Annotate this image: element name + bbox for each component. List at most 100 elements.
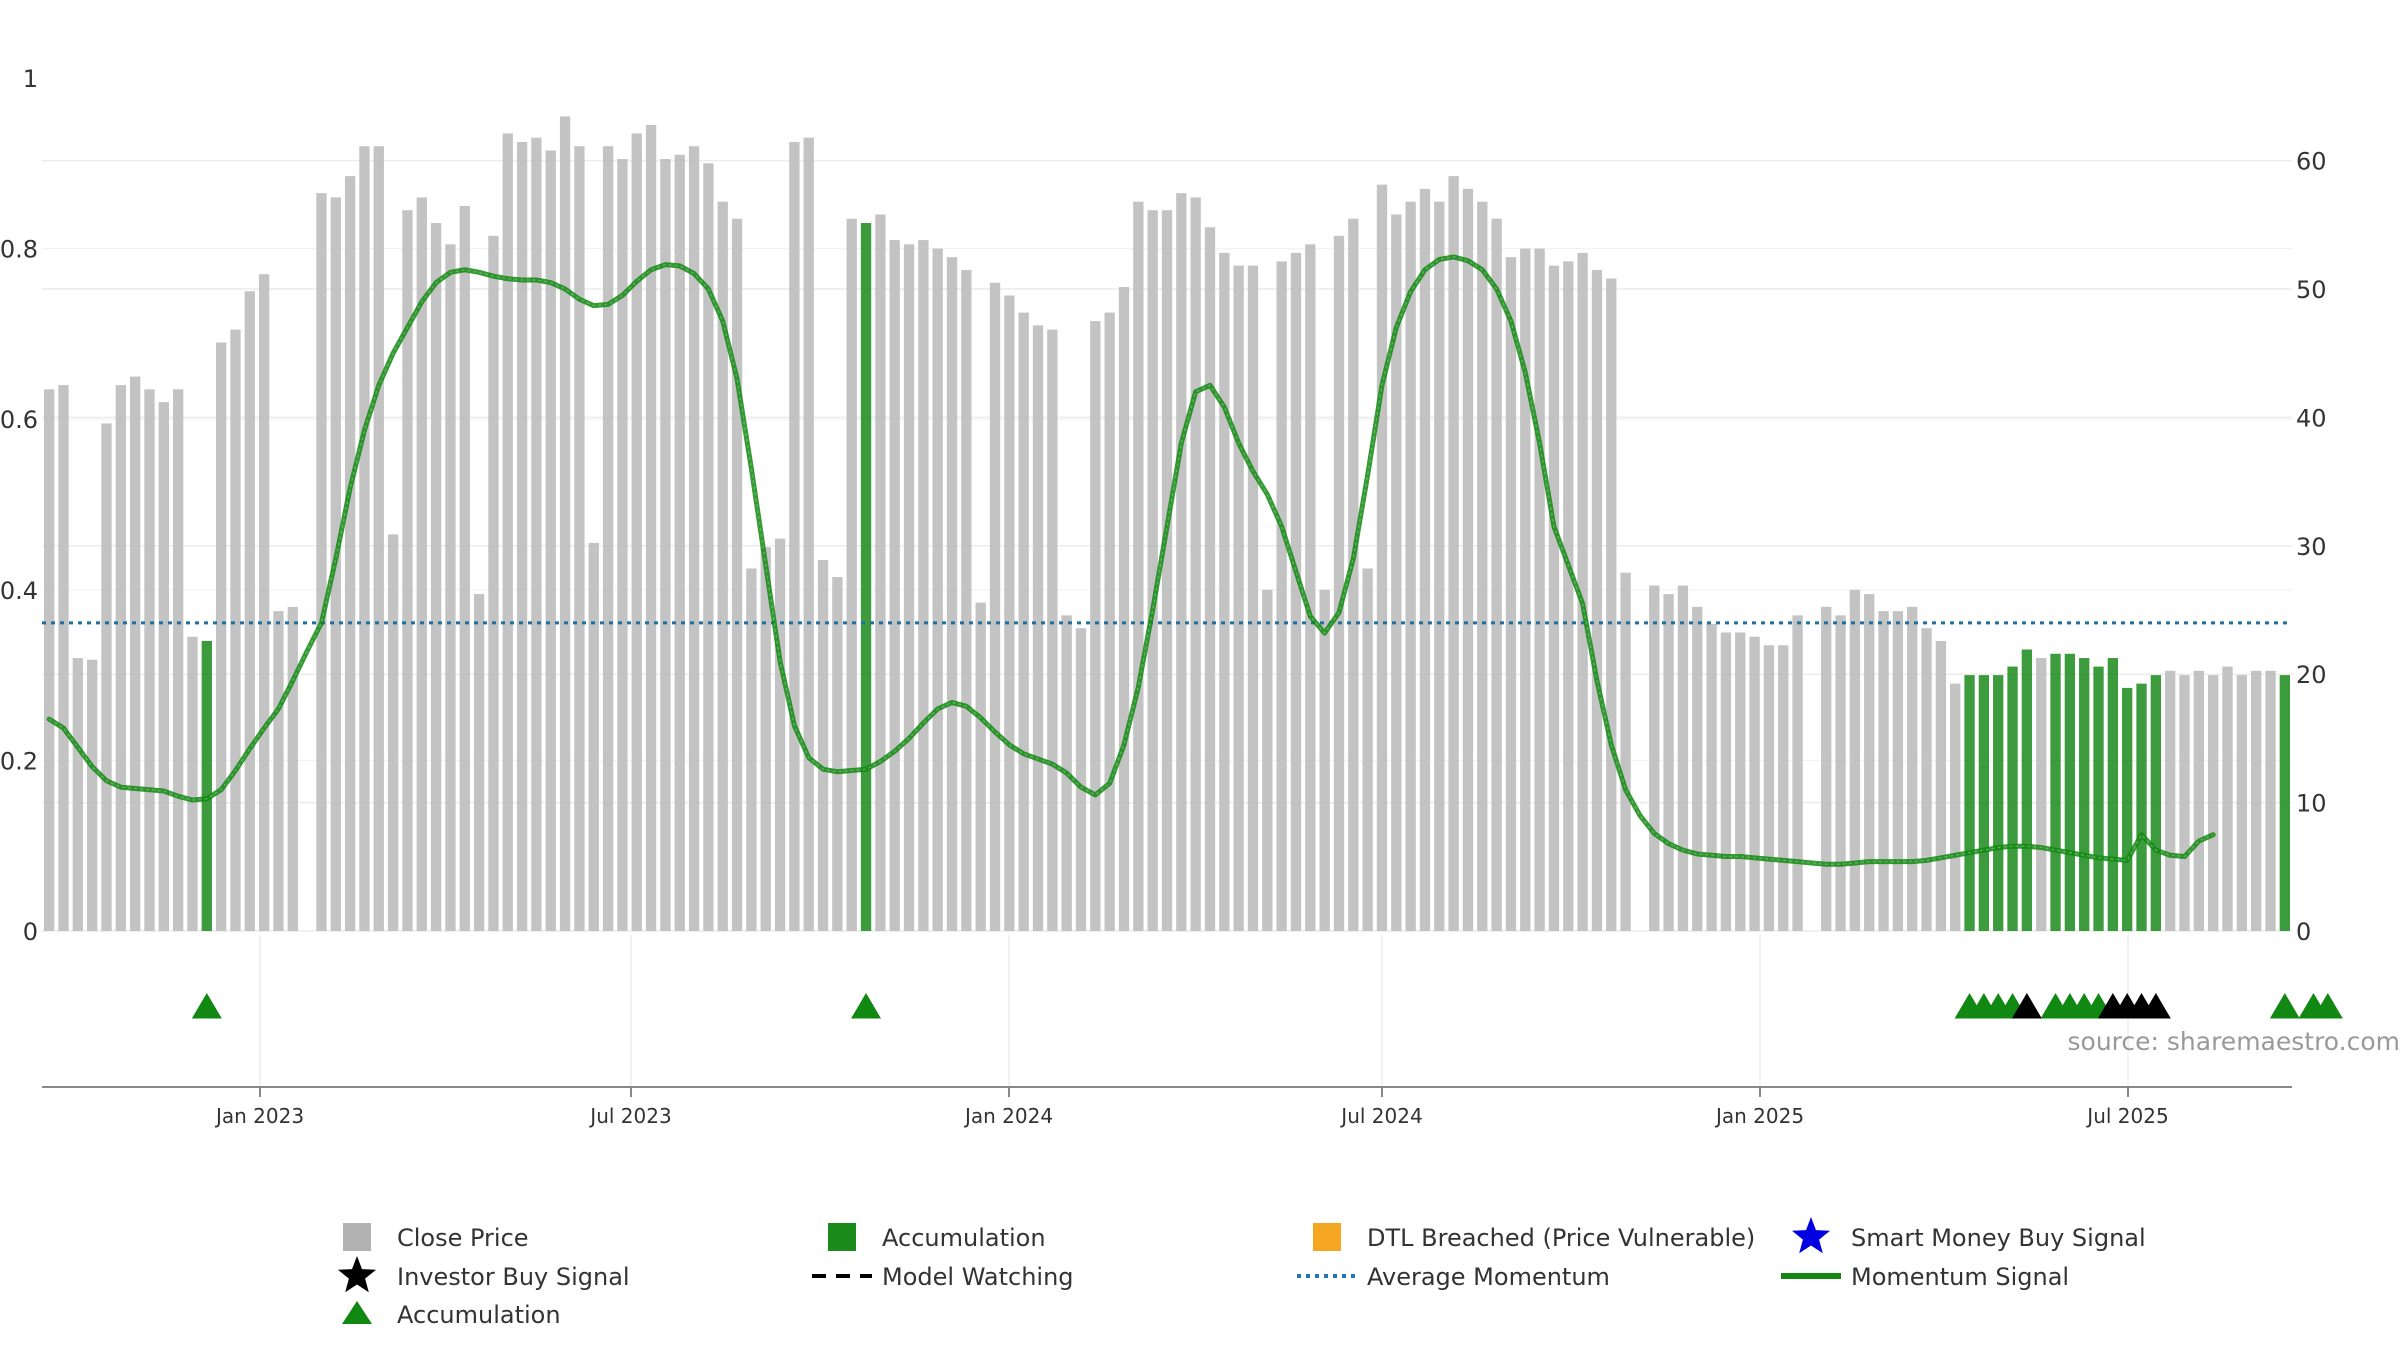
x-tick-label: Jan 2024 (963, 1104, 1053, 1128)
close-price-bar (2222, 666, 2233, 931)
legend-square-icon (828, 1223, 856, 1251)
close-price-bar (2236, 675, 2247, 931)
close-price-bar (473, 594, 485, 931)
close-price-bar (975, 602, 986, 931)
close-price-bar (387, 534, 399, 931)
accumulation-bar (1964, 675, 1975, 931)
left-tick-label: 0.6 (0, 406, 38, 434)
legend-label: Investor Buy Signal (397, 1263, 630, 1291)
close-price-bar (129, 376, 141, 931)
close-price-bar (1864, 594, 1875, 931)
close-price-bar (1448, 176, 1459, 932)
signal-markers (191, 993, 2343, 1019)
close-price-bar (889, 240, 900, 931)
close-price-bar (2208, 675, 2219, 931)
close-price-bar (115, 385, 126, 932)
close-price-bar (2193, 670, 2205, 931)
close-price-bar (903, 244, 915, 931)
close-price-bar (1749, 636, 1760, 931)
legend-star-icon (338, 1256, 376, 1293)
close-price-bar (1190, 197, 1201, 932)
close-price-bar (588, 542, 599, 931)
close-price-bar (1778, 645, 1789, 931)
close-price-bar (803, 137, 814, 931)
close-price-bar (1462, 188, 1474, 931)
accumulation-bar (2279, 675, 2290, 931)
accumulation-bar (2150, 675, 2162, 931)
close-price-bar (1305, 244, 1316, 931)
close-price-bar (1720, 632, 1732, 931)
left-tick-label: 0.8 (0, 236, 38, 264)
right-tick-label: 60 (2296, 148, 2327, 176)
close-price-bar (574, 146, 585, 932)
close-price-bar (1362, 568, 1373, 931)
close-price-bar (1505, 257, 1517, 931)
close-price-bar (789, 141, 800, 932)
close-price-bar (846, 218, 857, 931)
close-price-bar (1376, 184, 1388, 931)
close-price-bar (946, 257, 958, 931)
legend-label: Average Momentum (1367, 1263, 1610, 1291)
close-price-bar (832, 577, 843, 931)
close-price-bar (72, 658, 83, 931)
close-price-bar (918, 240, 929, 931)
accumulation-bar (2050, 653, 2061, 931)
close-price-bar (1319, 589, 1330, 931)
close-price-bar (1333, 235, 1345, 931)
close-price-bar (1821, 606, 1832, 931)
legend-item: Average Momentum (1297, 1263, 1610, 1291)
close-price-bar (961, 269, 972, 931)
close-price-bar (1262, 589, 1273, 931)
close-price-bar (545, 150, 556, 931)
close-price-bar (359, 146, 370, 932)
close-price-bar (1405, 201, 1416, 931)
close-price-bar (1520, 248, 1531, 932)
close-price-bar (559, 116, 571, 931)
legend-item: Smart Money Buy Signal (1792, 1217, 2146, 1254)
close-price-bar (1219, 252, 1230, 932)
close-price-bar (273, 611, 284, 931)
accumulation-bar (1993, 675, 2004, 931)
close-price-bar (1075, 628, 1087, 931)
close-price-bar (717, 201, 728, 931)
close-price-bar (1204, 227, 1216, 931)
close-price-bar (416, 197, 427, 932)
close-price-bar (373, 146, 384, 932)
close-price-bar (1892, 611, 1904, 931)
close-price-bar (1606, 278, 1617, 932)
close-price-bar (1735, 632, 1746, 931)
legend-item: DTL Breached (Price Vulnerable) (1313, 1223, 1755, 1252)
close-price-bar (1763, 645, 1775, 931)
close-price-bar (1276, 261, 1287, 931)
close-price-bar (746, 568, 757, 931)
close-price-bar (2265, 670, 2276, 931)
legend-item: Accumulation (342, 1301, 561, 1329)
close-price-bar (488, 235, 499, 931)
legend-label: Smart Money Buy Signal (1851, 1224, 2146, 1252)
legend: Close Price Accumulation DTL Breached (Pri… (338, 1217, 2146, 1329)
right-tick-label: 40 (2296, 404, 2327, 432)
close-price-bar (817, 559, 829, 931)
close-price-bar (1419, 188, 1431, 931)
legend-square-icon (343, 1223, 371, 1251)
close-price-bar (2165, 670, 2176, 931)
left-tick-label: 0.2 (0, 747, 38, 775)
right-tick-label: 0 (2296, 918, 2311, 946)
close-price-bar (158, 402, 169, 931)
price-bars (44, 116, 2290, 932)
close-price-bar (1090, 321, 1101, 932)
close-price-bar (1620, 572, 1631, 931)
close-price-bar (87, 659, 98, 931)
close-price-bar (1677, 585, 1689, 931)
accumulation-bar (2064, 653, 2076, 931)
close-price-bar (1935, 640, 1947, 931)
close-price-bar (1548, 265, 1560, 931)
close-price-bar (1649, 585, 1660, 931)
close-price-bar (1133, 201, 1144, 931)
close-price-bar (1591, 269, 1603, 931)
close-price-bar (1233, 265, 1244, 931)
close-price-bar (1147, 210, 1158, 932)
close-price-bar (1004, 295, 1015, 931)
close-price-bar (230, 329, 241, 931)
